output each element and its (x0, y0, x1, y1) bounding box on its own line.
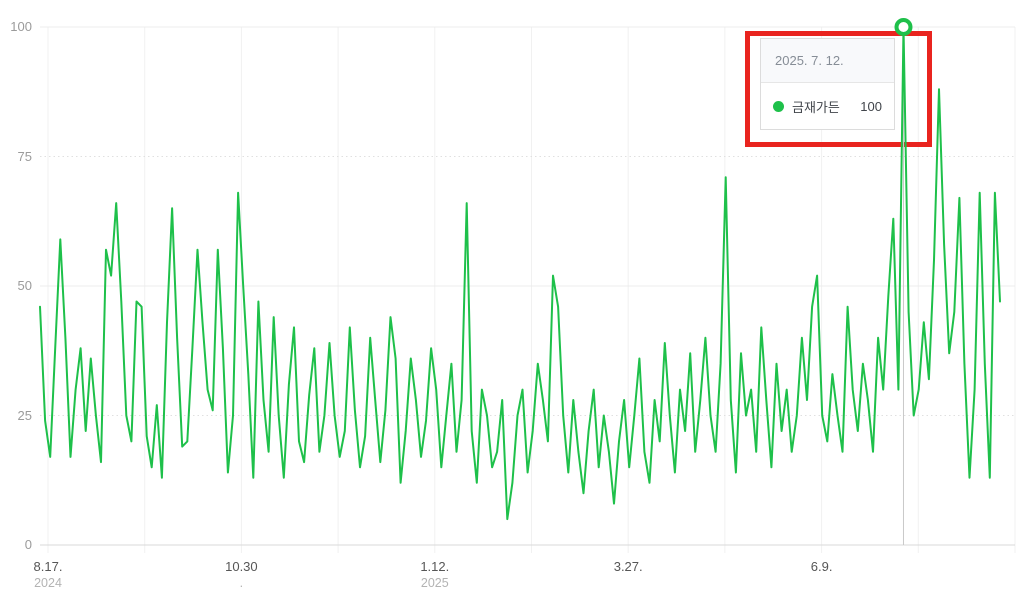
x-axis-tick-sublabel: 2024 (34, 576, 62, 590)
tooltip-series-name: 금재가든 (792, 99, 840, 115)
x-axis-tick-label: 10.30 (225, 559, 258, 574)
x-axis-tick-label: 6.9. (810, 559, 833, 574)
annotation-red-box (745, 31, 932, 147)
x-axis-tick-label: 8.17. (33, 559, 63, 574)
series-dot-icon (773, 100, 784, 112)
y-axis-tick-label: 75 (17, 148, 32, 164)
tooltip-value: 100 (860, 98, 882, 114)
x-axis-tick-sublabel: . (239, 576, 244, 590)
tooltip-date: 2025. 7. 12. (761, 39, 894, 83)
y-axis-tick-label: 0 (24, 537, 32, 552)
tooltip-row: 금재가든 100 (761, 83, 894, 129)
x-axis-tick-label: 1.12. (420, 559, 450, 574)
x-axis-tick-label: 3.27. (613, 559, 643, 574)
y-axis-tick-label: 100 (10, 19, 32, 34)
y-axis-tick-label: 25 (17, 407, 32, 423)
chart-tooltip: 2025. 7. 12. 금재가든 100 (760, 38, 895, 130)
x-axis-tick-sublabel: 2025 (420, 576, 449, 590)
y-axis-tick-label: 50 (17, 278, 32, 293)
highlight-point-marker[interactable] (894, 18, 913, 36)
